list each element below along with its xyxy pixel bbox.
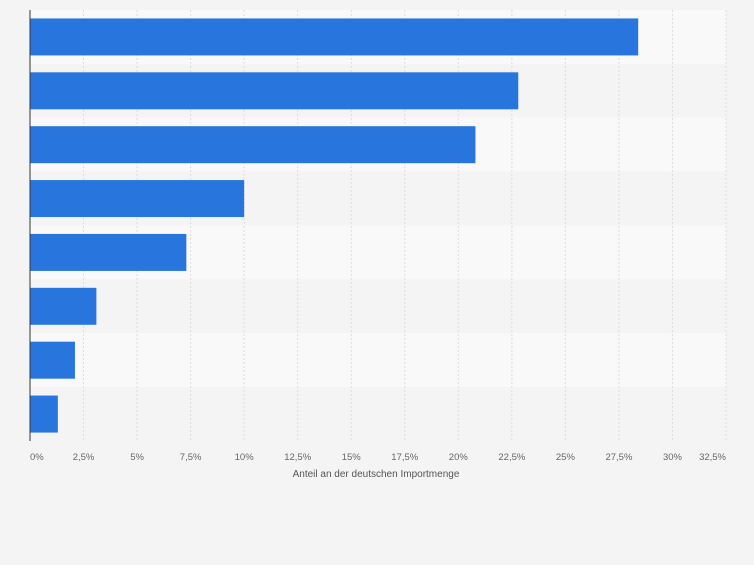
x-tick-label: 2,5% xyxy=(73,452,95,463)
x-tick-label: 22,5% xyxy=(498,452,525,463)
x-tick-label: 20% xyxy=(449,452,469,463)
bar[interactable] xyxy=(30,287,97,325)
x-tick-label: 15% xyxy=(342,452,362,463)
x-tick-label: 25% xyxy=(556,452,576,463)
x-tick-label: 0% xyxy=(30,452,44,463)
row-band xyxy=(30,279,726,334)
bar[interactable] xyxy=(30,395,58,433)
x-tick-label: 5% xyxy=(130,452,144,463)
x-tick-label: 32,5% xyxy=(699,452,726,463)
row-band xyxy=(30,333,726,388)
x-tick-label: 7,5% xyxy=(180,452,202,463)
bar[interactable] xyxy=(30,180,245,218)
bar[interactable] xyxy=(30,341,75,379)
bar[interactable] xyxy=(30,233,187,271)
x-axis-label: Anteil an der deutschen Importmenge xyxy=(293,469,460,480)
x-tick-label: 12,5% xyxy=(284,452,311,463)
bars xyxy=(30,18,639,433)
x-tick-label: 17,5% xyxy=(391,452,418,463)
bar[interactable] xyxy=(30,126,476,164)
x-tick-label: 10% xyxy=(235,452,255,463)
row-band xyxy=(30,387,726,441)
x-tick-label: 27,5% xyxy=(605,452,632,463)
x-tick-labels: 0% 2,5% 5% 7,5% 10% 12,5% 15% 17,5% 20% 22,5% 25% 2… xyxy=(30,452,727,463)
bar[interactable] xyxy=(30,72,519,110)
bar[interactable] xyxy=(30,18,639,56)
x-tick-label: 30% xyxy=(663,452,683,463)
